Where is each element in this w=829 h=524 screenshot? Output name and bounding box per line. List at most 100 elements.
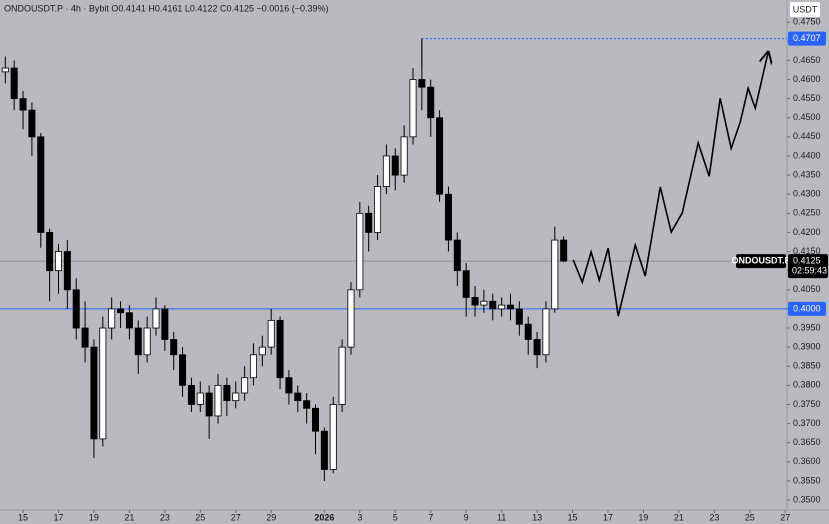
candle-body bbox=[187, 384, 195, 405]
currency: USDT bbox=[793, 4, 818, 14]
candle-body bbox=[196, 392, 204, 405]
x-tick-label: 15 bbox=[568, 512, 578, 522]
y-tick-label: 0.4750 bbox=[793, 17, 821, 27]
y-tick-label: 0.4350 bbox=[793, 169, 821, 179]
symbol-label: ONDOUSDT.P bbox=[731, 255, 790, 265]
level-label: 0.4707 bbox=[793, 33, 821, 43]
y-tick-label: 0.4450 bbox=[793, 131, 821, 141]
x-tick-label: 11 bbox=[497, 512, 506, 522]
y-tick-label: 0.4400 bbox=[793, 150, 821, 160]
candle-body bbox=[303, 400, 311, 409]
x-tick-label: 15 bbox=[18, 512, 28, 522]
candle-body bbox=[320, 430, 328, 470]
candle-body bbox=[453, 239, 461, 272]
candle-body bbox=[99, 327, 107, 440]
y-tick-label: 0.3650 bbox=[793, 437, 821, 447]
candle-body bbox=[533, 339, 541, 356]
candle-body bbox=[391, 155, 399, 176]
candle-body bbox=[170, 339, 178, 356]
candle-body bbox=[462, 270, 470, 298]
candle-body bbox=[294, 392, 302, 402]
x-tick-label: 3 bbox=[357, 512, 362, 522]
y-tick-label: 0.4600 bbox=[793, 74, 821, 84]
candle-body bbox=[19, 98, 27, 111]
level-label: 0.4000 bbox=[793, 303, 821, 313]
y-tick-label: 0.3950 bbox=[793, 322, 821, 332]
y-tick-label: 0.4150 bbox=[793, 246, 821, 256]
candle-body bbox=[267, 319, 275, 348]
candle-body bbox=[223, 384, 231, 402]
x-tick-label: 29 bbox=[266, 512, 276, 522]
projection-path bbox=[572, 52, 768, 317]
candle-body bbox=[515, 308, 523, 325]
x-tick-label: 25 bbox=[195, 512, 205, 522]
candle-body bbox=[161, 308, 169, 340]
candle-body bbox=[427, 86, 435, 119]
candle-body bbox=[214, 384, 222, 417]
candle-body bbox=[10, 67, 18, 100]
candle-body bbox=[258, 346, 266, 356]
y-tick-label: 0.4550 bbox=[793, 93, 821, 103]
candle-body bbox=[276, 319, 284, 379]
y-tick-label: 0.4300 bbox=[793, 189, 821, 199]
candle-body bbox=[312, 407, 320, 432]
candle-body bbox=[489, 300, 497, 310]
candle-body bbox=[1, 67, 9, 73]
candle-body bbox=[249, 354, 257, 379]
x-tick-label: 23 bbox=[709, 512, 719, 522]
candle-body bbox=[498, 304, 506, 310]
candle-body bbox=[524, 323, 532, 340]
x-tick-label: 5 bbox=[393, 512, 398, 522]
countdown: 02:59:43 bbox=[792, 265, 827, 275]
x-tick-label: 17 bbox=[603, 512, 613, 522]
candle-body bbox=[117, 308, 125, 314]
candle-body bbox=[365, 212, 373, 233]
candle-body bbox=[108, 308, 116, 329]
last-price-box bbox=[788, 254, 828, 279]
y-tick-label: 0.4200 bbox=[793, 227, 821, 237]
y-tick-label: 0.4050 bbox=[793, 284, 821, 294]
level-label-box bbox=[788, 31, 826, 46]
y-tick-label: 0.4500 bbox=[793, 112, 821, 122]
candle-body bbox=[356, 212, 364, 291]
symbol-box bbox=[736, 254, 786, 269]
candle-body bbox=[542, 308, 550, 356]
candle-body bbox=[347, 289, 355, 348]
candle-body bbox=[382, 155, 390, 187]
y-tick-label: 0.3800 bbox=[793, 380, 821, 390]
x-tick-label: 25 bbox=[745, 512, 755, 522]
level-label-box bbox=[788, 301, 826, 316]
x-tick-label: 9 bbox=[464, 512, 469, 522]
last-price-label: 0.4125 bbox=[793, 255, 821, 265]
candle-body bbox=[480, 300, 488, 306]
y-tick-label: 0.3900 bbox=[793, 342, 821, 352]
x-tick-label: 27 bbox=[231, 512, 241, 522]
candle-body bbox=[232, 392, 240, 402]
x-tick-label: 23 bbox=[160, 512, 170, 522]
x-tick-label: 7 bbox=[428, 512, 433, 522]
x-tick-label: 2026 bbox=[314, 512, 334, 522]
candle-body bbox=[143, 327, 151, 356]
candle-body bbox=[400, 136, 408, 176]
candle-body bbox=[37, 136, 45, 233]
chart-title: ONDOUSDT.P · 4h · Bybit O0.4141 H0.4161 … bbox=[4, 3, 329, 13]
x-tick-label: 17 bbox=[53, 512, 63, 522]
candle-body bbox=[329, 404, 337, 470]
x-tick-label: 21 bbox=[124, 512, 134, 522]
candle-body bbox=[436, 117, 444, 195]
candle-body bbox=[551, 239, 559, 310]
candle-body bbox=[46, 232, 54, 272]
y-tick-label: 0.3500 bbox=[793, 494, 821, 504]
y-tick-label: 0.3750 bbox=[793, 399, 821, 409]
y-tick-label: 0.4250 bbox=[793, 208, 821, 218]
candle-body bbox=[444, 193, 452, 241]
candle-body bbox=[152, 308, 160, 329]
x-tick-label: 13 bbox=[532, 512, 542, 522]
candle-body bbox=[125, 312, 133, 329]
y-tick-label: 0.3600 bbox=[793, 456, 821, 466]
candle-body bbox=[28, 109, 36, 138]
candle-body bbox=[338, 346, 346, 405]
candle-body bbox=[134, 327, 142, 356]
candle-body bbox=[72, 289, 80, 329]
